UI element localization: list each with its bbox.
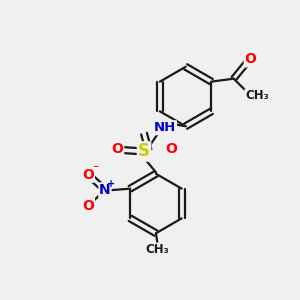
Text: O: O <box>245 52 256 66</box>
Text: O: O <box>82 168 94 182</box>
Text: NH: NH <box>154 121 176 134</box>
Text: CH₃: CH₃ <box>146 243 169 256</box>
Text: ⁻: ⁻ <box>92 163 98 176</box>
Text: O: O <box>111 142 123 155</box>
Text: +: + <box>107 178 115 189</box>
Text: CH₃: CH₃ <box>245 89 269 102</box>
Text: O: O <box>82 199 94 213</box>
Text: O: O <box>165 142 177 155</box>
Text: S: S <box>138 142 150 160</box>
Text: N: N <box>99 183 111 197</box>
